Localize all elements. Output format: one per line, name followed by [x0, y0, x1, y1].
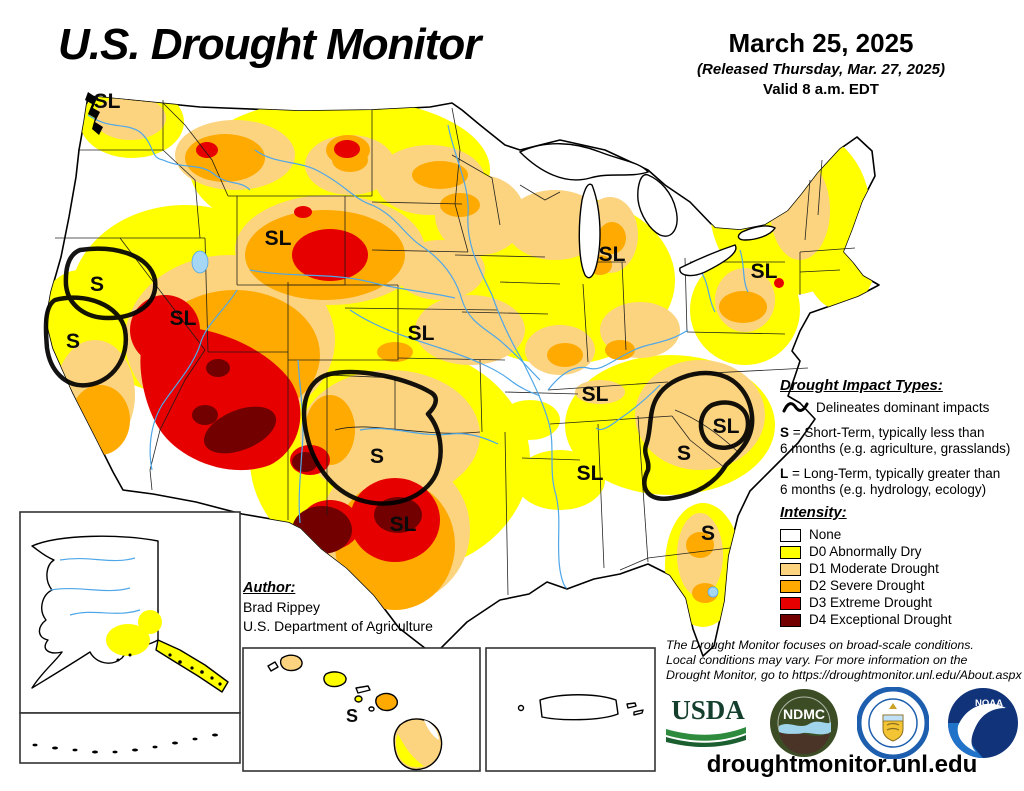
label-michigan: SL: [599, 243, 626, 266]
author-heading: Author:: [243, 580, 296, 596]
puget-sound: [85, 92, 103, 135]
aleutian-islands: [32, 733, 218, 754]
alaska-inset: [19, 511, 241, 764]
rivers: [87, 114, 749, 589]
ndmc-logo-text: NDMC: [783, 706, 825, 722]
label-south-texas: SL: [390, 513, 417, 536]
legend-item-d2: D2 Severe Drought: [780, 578, 1022, 595]
usda-swoosh: [666, 727, 746, 748]
legend-item-none: None: [780, 527, 1022, 544]
impact-delineation-outlines: [43, 246, 755, 506]
logo-row: USDA NDMC NOAA: [664, 686, 1020, 760]
page-title: U.S. Drought Monitor: [58, 20, 481, 69]
short-term-key: S: [780, 425, 790, 440]
legend-item-d4: D4 Exceptional Drought: [780, 612, 1022, 629]
label-kansas: SL: [408, 322, 435, 345]
drought-monitor-url[interactable]: droughtmonitor.unl.edu: [706, 751, 978, 778]
label-tennessee: SL: [582, 383, 609, 406]
author-name: Brad Rippey: [243, 599, 321, 615]
long-term-key: L: [780, 466, 789, 481]
legend-swatch-d2: [780, 579, 801, 593]
label-florida: S: [701, 522, 715, 545]
delineation-squiggle-icon: [782, 402, 809, 413]
label-washington: SL: [94, 90, 121, 113]
label-utah-nevada: SL: [170, 307, 197, 330]
long-term-definition: L = Long-Term, typically greater than 6 …: [780, 466, 1001, 497]
author-block: Author: Brad Rippey U.S. Department of A…: [243, 579, 433, 636]
label-texas-oklahoma: S: [370, 445, 384, 468]
great-lakes: [518, 143, 776, 279]
legend-swatch-d0: [780, 545, 801, 559]
label-central-california: S: [66, 330, 80, 353]
intensity-legend: Intensity: None D0 Abnormally Dry D1 Mod…: [780, 505, 1022, 629]
short-term-definition: S = Short-Term, typically less than 6 mo…: [780, 425, 1011, 456]
lake-okeechobee: [707, 586, 719, 598]
release-date: (Released Thursday, Mar. 27, 2025): [697, 61, 945, 78]
delineates-label: Delineates dominant impacts: [816, 399, 990, 415]
puerto-rico-inset: [485, 647, 656, 772]
label-wyoming: SL: [265, 227, 292, 250]
label-south-carolina: SL: [713, 415, 740, 438]
impact-types-panel: Drought Impact Types: Delineates dominan…: [780, 378, 1022, 507]
label-north-california: S: [90, 273, 104, 296]
date-block: March 25, 2025 (Released Thursday, Mar. …: [630, 28, 1012, 98]
great-salt-lake: [191, 250, 209, 274]
label-mid-atlantic: SL: [751, 260, 778, 283]
legend-swatch-d4: [780, 613, 801, 627]
usda-logo-text: USDA: [671, 695, 745, 725]
ndmc-logo: NDMC: [770, 689, 839, 757]
valid-time: Valid 8 a.m. EDT: [763, 81, 879, 98]
hawaii-inset: S: [242, 647, 481, 772]
author-org: U.S. Department of Agriculture: [243, 618, 433, 634]
usda-logo: USDA: [664, 697, 752, 749]
impact-types-heading: Drought Impact Types:: [780, 377, 943, 394]
disclaimer: The Drought Monitor focuses on broad-sca…: [666, 638, 1022, 682]
noaa-logo: NOAA: [947, 688, 1018, 758]
noaa-logo-text: NOAA: [975, 698, 1003, 709]
legend-item-d0: D0 Abnormally Dry: [780, 544, 1022, 561]
legend-swatch-none: [780, 528, 801, 542]
intensity-heading: Intensity:: [780, 504, 847, 521]
label-georgia: S: [677, 442, 691, 465]
legend-item-d3: D3 Extreme Drought: [780, 595, 1022, 612]
legend-item-d1: D1 Moderate Drought: [780, 561, 1022, 578]
legend-swatch-d3: [780, 596, 801, 610]
label-mississippi-alabama: SL: [577, 462, 604, 485]
map-impact-labels: SL SL SL S S SL SL SL S SL SL SL SL S S: [66, 90, 778, 545]
map-date: March 25, 2025: [728, 28, 914, 58]
commerce-seal-logo: [856, 687, 929, 759]
label-hawaii: S: [346, 706, 358, 726]
legend-swatch-d1: [780, 562, 801, 576]
